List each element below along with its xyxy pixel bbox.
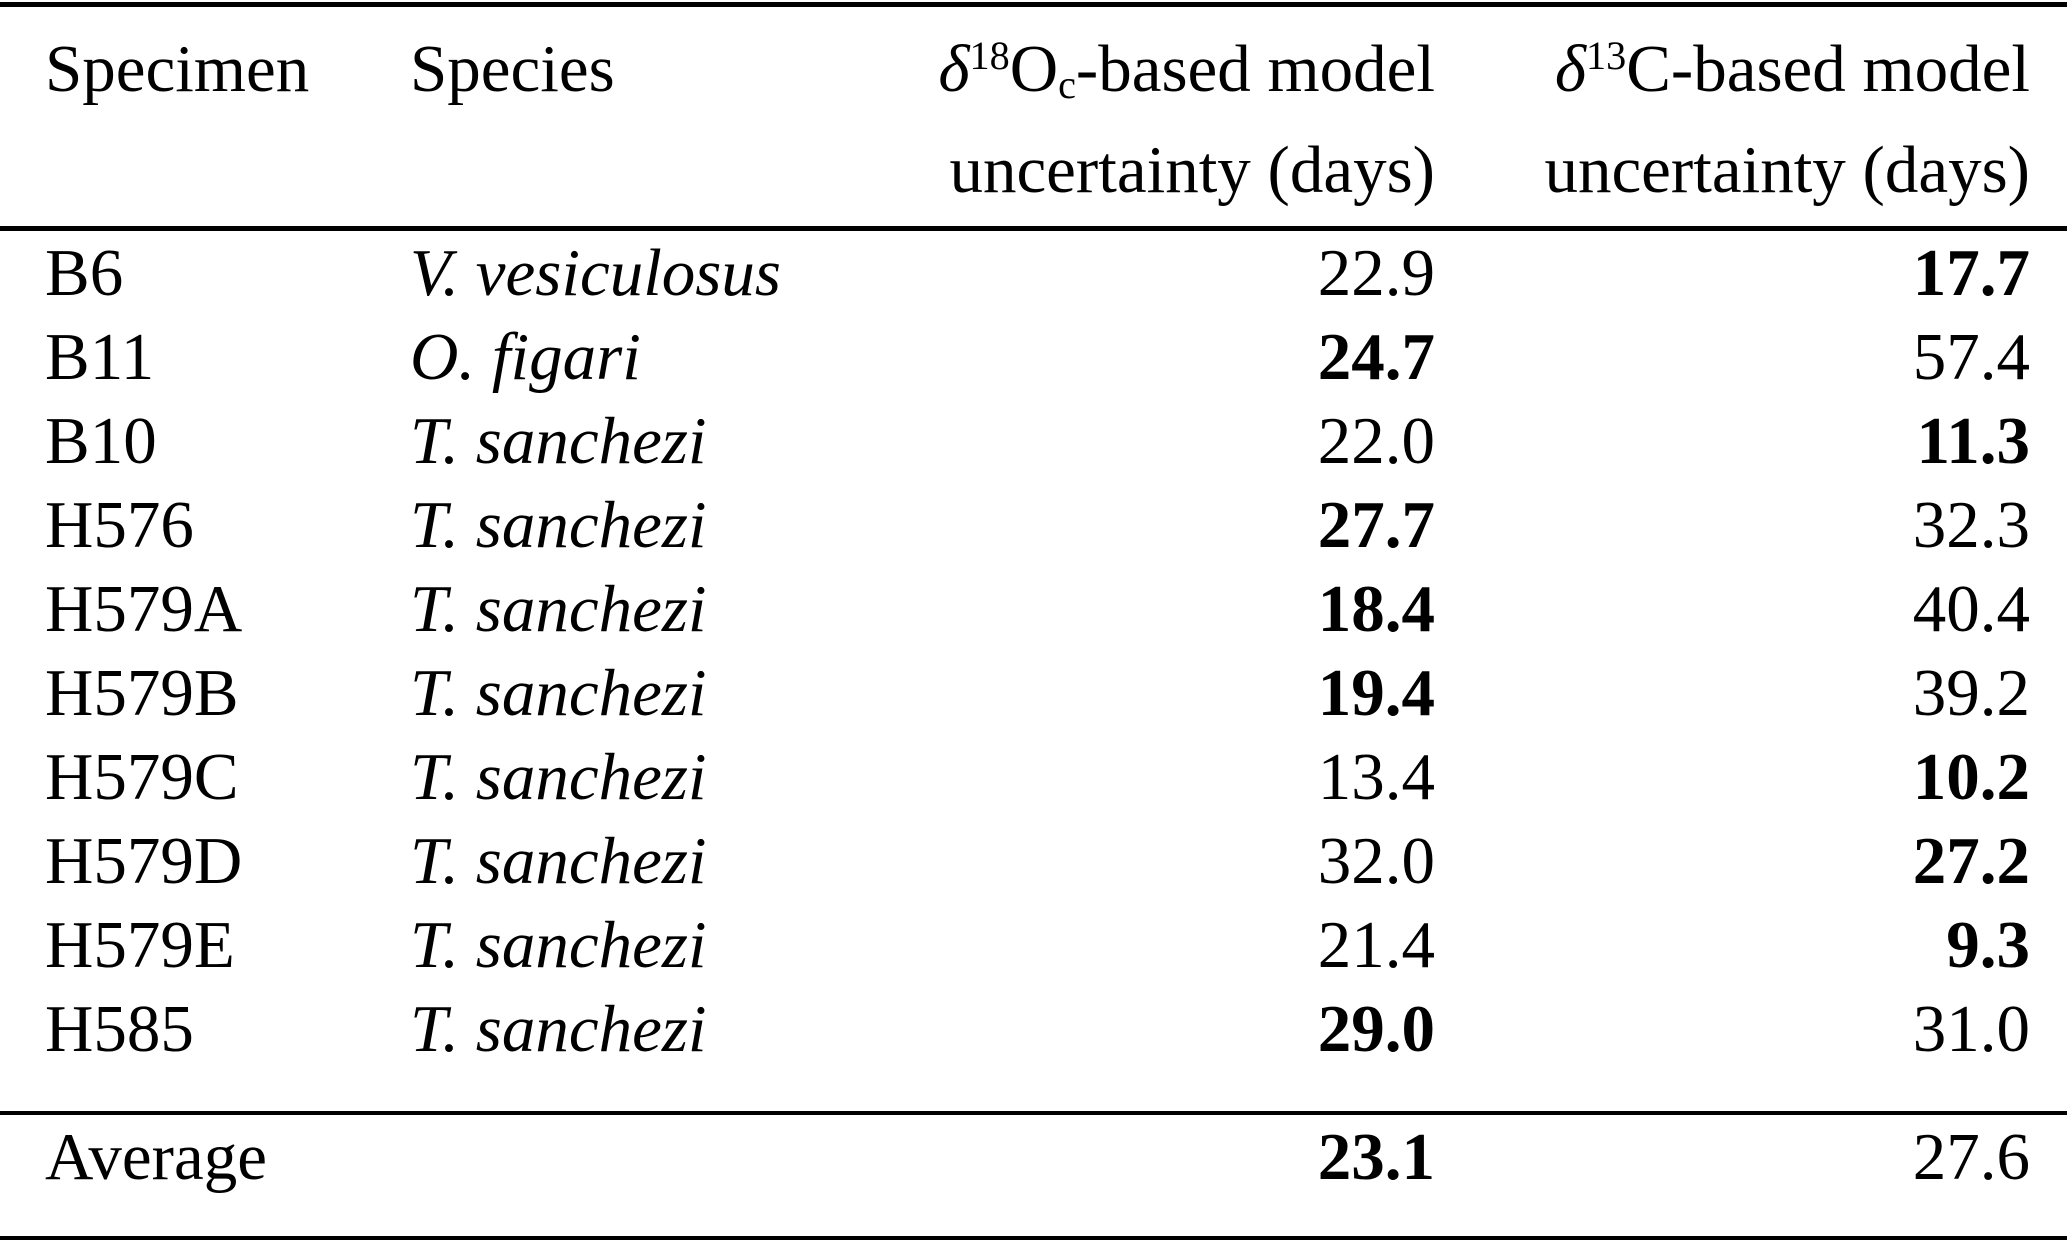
c13-uncertainty-cell: 17.7: [1912, 236, 2030, 310]
species-cell: T. sanchezi: [410, 824, 707, 898]
delta-symbol: δ: [938, 32, 970, 106]
isotope-superscript: 18: [969, 32, 1010, 78]
col-header-o18-uncertainty: δ18Oc-based model uncertainty (days): [850, 23, 1435, 216]
average-row: Average 23.1 27.6: [0, 1115, 2067, 1199]
c13-uncertainty-cell: 39.2: [1912, 656, 2030, 730]
carbonate-subscript: c: [1058, 62, 1076, 108]
specimen-cell: H579A: [45, 572, 243, 646]
header-rest-text: -based model: [1670, 32, 2030, 106]
average-label: Average: [45, 1120, 267, 1194]
c13-uncertainty-cell: 40.4: [1912, 572, 2030, 646]
table-row: H579B T. sanchezi 19.4 39.2: [0, 651, 2067, 735]
table-row: H579A T. sanchezi 18.4 40.4: [0, 567, 2067, 651]
c13-uncertainty-cell: 57.4: [1912, 320, 2030, 394]
table-rule-above-average: [0, 1111, 2067, 1115]
c13-uncertainty-cell: 27.2: [1912, 824, 2030, 898]
o18-uncertainty-cell: 22.0: [1317, 404, 1435, 478]
o18-uncertainty-cell: 24.7: [1317, 320, 1435, 394]
element-symbol: C: [1626, 32, 1671, 106]
o18-uncertainty-cell: 19.4: [1317, 656, 1435, 730]
table-rule-bottom: [0, 1236, 2067, 1240]
specimen-cell: H576: [45, 488, 194, 562]
species-cell: O. figari: [410, 320, 641, 394]
c13-uncertainty-cell: 9.3: [1946, 908, 2030, 982]
c13-average-cell: 27.6: [1912, 1120, 2030, 1194]
species-cell: T. sanchezi: [410, 572, 707, 646]
table-rule-top: [0, 2, 2067, 7]
species-cell: T. sanchezi: [410, 404, 707, 478]
c13-header-line1: δ13C-based model: [1555, 32, 2030, 106]
o18-uncertainty-cell: 32.0: [1317, 824, 1435, 898]
o18-uncertainty-cell: 22.9: [1317, 236, 1435, 310]
table-row: H579D T. sanchezi 32.0 27.2: [0, 819, 2067, 903]
table-row: B6 V. vesiculosus 22.9 17.7: [0, 231, 2067, 315]
species-cell: T. sanchezi: [410, 992, 707, 1066]
specimen-cell: B10: [45, 404, 157, 478]
species-cell: T. sanchezi: [410, 908, 707, 982]
o18-uncertainty-cell: 29.0: [1317, 992, 1435, 1066]
species-cell: T. sanchezi: [410, 740, 707, 814]
species-cell: V. vesiculosus: [410, 236, 781, 310]
table-header-row: Specimen Species δ18Oc-based model uncer…: [0, 7, 2067, 226]
c13-uncertainty-cell: 11.3: [1916, 404, 2030, 478]
table-row: H576 T. sanchezi 27.7 32.3: [0, 483, 2067, 567]
specimen-cell: H579E: [45, 908, 235, 982]
element-symbol: O: [1009, 32, 1059, 106]
c13-header-line2: uncertainty (days): [1544, 133, 2030, 207]
o18-header-line1: δ18Oc-based model: [938, 32, 1435, 108]
table-row: H585 T. sanchezi 29.0 31.0: [0, 987, 2067, 1071]
table-row: B10 T. sanchezi 22.0 11.3: [0, 399, 2067, 483]
col-header-specimen: Specimen: [45, 32, 310, 106]
o18-uncertainty-cell: 18.4: [1317, 572, 1435, 646]
species-cell: T. sanchezi: [410, 488, 707, 562]
table-row: H579C T. sanchezi 13.4 10.2: [0, 735, 2067, 819]
o18-uncertainty-cell: 27.7: [1317, 488, 1435, 562]
c13-uncertainty-cell: 31.0: [1912, 992, 2030, 1066]
specimen-cell: H585: [45, 992, 194, 1066]
delta-symbol: δ: [1554, 32, 1587, 106]
table-row: H579E T. sanchezi 21.4 9.3: [0, 903, 2067, 987]
specimen-cell: B11: [45, 320, 155, 394]
o18-uncertainty-cell: 13.4: [1317, 740, 1435, 814]
specimen-cell: H579B: [45, 656, 239, 730]
specimen-cell: H579C: [45, 740, 239, 814]
o18-uncertainty-cell: 21.4: [1317, 908, 1435, 982]
table-rule-below-header: [0, 226, 2067, 231]
table-row: B11 O. figari 24.7 57.4: [0, 315, 2067, 399]
isotope-superscript: 13: [1586, 32, 1627, 78]
o18-average-cell: 23.1: [1317, 1120, 1435, 1194]
c13-uncertainty-cell: 32.3: [1912, 488, 2030, 562]
header-rest-text: -based model: [1075, 32, 1435, 106]
col-header-species: Species: [410, 32, 615, 106]
col-header-c13-uncertainty: δ13C-based model uncertainty (days): [1435, 23, 2030, 216]
specimen-cell: B6: [45, 236, 124, 310]
o18-header-line2: uncertainty (days): [949, 133, 1435, 207]
species-cell: T. sanchezi: [410, 656, 707, 730]
specimen-cell: H579D: [45, 824, 243, 898]
c13-uncertainty-cell: 10.2: [1912, 740, 2030, 814]
species-cell-empty: [410, 1115, 850, 1199]
